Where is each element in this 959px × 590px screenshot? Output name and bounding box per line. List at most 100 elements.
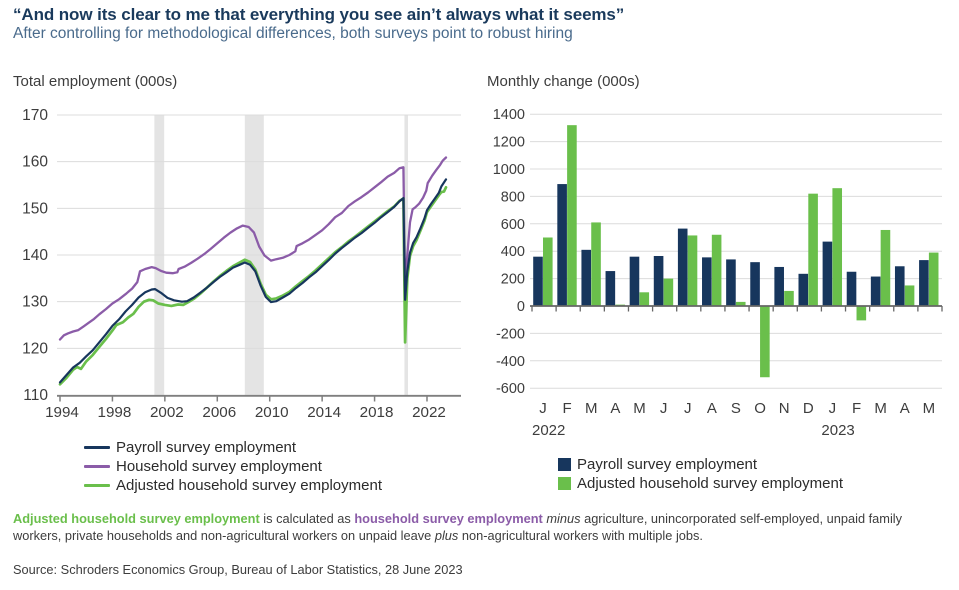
navy-bar	[822, 241, 833, 306]
legend-item: Payroll survey employment	[558, 456, 843, 473]
bar-chart-legend: Payroll survey employment Adjusted househ…	[558, 456, 843, 492]
footnote-segment: agriculture, unincorporated self-employe…	[13, 511, 903, 543]
month-label: J	[684, 400, 692, 417]
month-label: J	[829, 400, 837, 417]
x-axis-tick-label: 2010	[255, 404, 289, 421]
y-axis-tick-label: 1400	[493, 107, 525, 123]
footnote-segment: Adjusted household survey employment	[13, 511, 260, 526]
legend-item: Household survey employment	[84, 458, 382, 475]
footnote-segment: non-agricultural workers with multiple j…	[458, 527, 703, 543]
navy-bar	[629, 256, 640, 306]
month-label: A	[707, 400, 717, 417]
navy-bar	[750, 262, 760, 306]
y-axis-tick-label: 110	[23, 387, 48, 404]
y-axis-tick-label: 120	[22, 340, 48, 357]
y-axis-tick-label: -200	[496, 326, 525, 342]
total-employment-line-chart: 110 120 130 140 150 160 170 1994 1998 2002 2006 201…	[22, 107, 461, 421]
x-axis-tick-label: 2022	[412, 404, 446, 421]
purple-swatch-icon	[84, 465, 110, 468]
y-axis-tick-label: 0	[517, 299, 525, 315]
y-axis-tick-label: -600	[496, 381, 525, 397]
green-swatch-icon	[84, 484, 110, 487]
y-axis-tick-label: 160	[22, 154, 48, 171]
x-axis-tick-label: 2014	[307, 404, 341, 421]
month-label: A	[900, 400, 910, 417]
footnote-segment: minus	[546, 511, 581, 526]
x-axis-tick-label: 1998	[98, 404, 132, 421]
navy-bar	[919, 260, 929, 306]
green-bar	[928, 252, 939, 306]
purple-series-line	[58, 156, 448, 341]
year-label: 2022	[532, 422, 565, 439]
green-bar	[567, 125, 577, 306]
y-axis-tick-label: 150	[22, 200, 48, 217]
navy-bar	[846, 271, 857, 306]
navy-bar	[581, 249, 592, 306]
navy-series-line	[58, 178, 448, 384]
y-axis-tick-label: 170	[22, 107, 48, 124]
green-swatch-icon	[558, 477, 571, 490]
footnote-segment: is calculated as	[259, 511, 355, 526]
navy-bar	[605, 271, 616, 306]
green-bar	[735, 301, 746, 306]
green-bar	[808, 193, 818, 306]
navy-bar	[653, 255, 664, 306]
legend-item: Adjusted household survey employment	[84, 477, 382, 494]
y-axis-tick-label: -400	[496, 354, 525, 370]
year-label: 2023	[821, 422, 854, 439]
month-label: M	[633, 400, 646, 417]
y-axis-tick-label: 200	[501, 272, 525, 288]
navy-bar	[774, 266, 784, 306]
navy-swatch-icon	[84, 446, 110, 449]
month-label: M	[585, 400, 598, 417]
month-label: A	[610, 400, 620, 417]
footnote-segment: plus	[434, 527, 459, 543]
y-axis-tick-label: 1000	[493, 162, 525, 178]
navy-bar	[894, 266, 905, 306]
navy-bar	[870, 276, 881, 306]
figure-title: “And now its clear to me that everything…	[13, 5, 625, 24]
y-axis-tick-label: 400	[501, 244, 525, 260]
x-axis-tick-label: 2006	[202, 404, 236, 421]
green-bar	[711, 234, 722, 306]
green-bar	[784, 290, 794, 306]
green-bar	[591, 222, 601, 306]
legend-label: Household survey employment	[116, 458, 322, 475]
line-chart-legend: Payroll survey employment Household surve…	[84, 439, 382, 494]
bar-chart-title: Monthly change (000s)	[487, 73, 640, 90]
x-axis-tick-label: 2002	[150, 404, 184, 421]
footnote: Adjusted household survey employment is …	[13, 511, 951, 545]
navy-bar	[677, 228, 688, 306]
green-bar	[760, 306, 770, 378]
green-bar	[639, 292, 650, 306]
month-label: J	[660, 400, 668, 417]
legend-label: Adjusted household survey employment	[577, 475, 843, 492]
navy-bar	[726, 259, 736, 306]
legend-label: Payroll survey employment	[577, 456, 758, 473]
month-label: N	[779, 400, 790, 417]
green-bar	[543, 237, 553, 306]
month-label: D	[803, 400, 814, 417]
navy-swatch-icon	[558, 458, 571, 471]
navy-bar	[798, 273, 809, 306]
legend-item: Adjusted household survey employment	[558, 475, 843, 492]
month-label: J	[539, 400, 547, 417]
legend-item: Payroll survey employment	[84, 439, 382, 456]
month-label: S	[731, 400, 741, 417]
y-axis-tick-label: 130	[22, 294, 48, 311]
green-bar	[880, 229, 891, 306]
green-bar	[904, 285, 915, 306]
y-axis-tick-label: 600	[501, 217, 525, 233]
line-chart-title: Total employment (000s)	[13, 73, 178, 90]
green-bar	[663, 278, 674, 306]
y-axis-tick-label: 140	[22, 247, 48, 264]
month-label: M	[874, 400, 887, 417]
month-label: O	[754, 400, 766, 417]
navy-bar	[702, 257, 712, 306]
month-label: F	[852, 400, 861, 417]
figure-subtitle: After controlling for methodological dif…	[13, 25, 573, 42]
y-axis-tick-label: 1200	[493, 135, 525, 151]
legend-label: Adjusted household survey employment	[116, 477, 382, 494]
green-bar	[832, 188, 843, 306]
